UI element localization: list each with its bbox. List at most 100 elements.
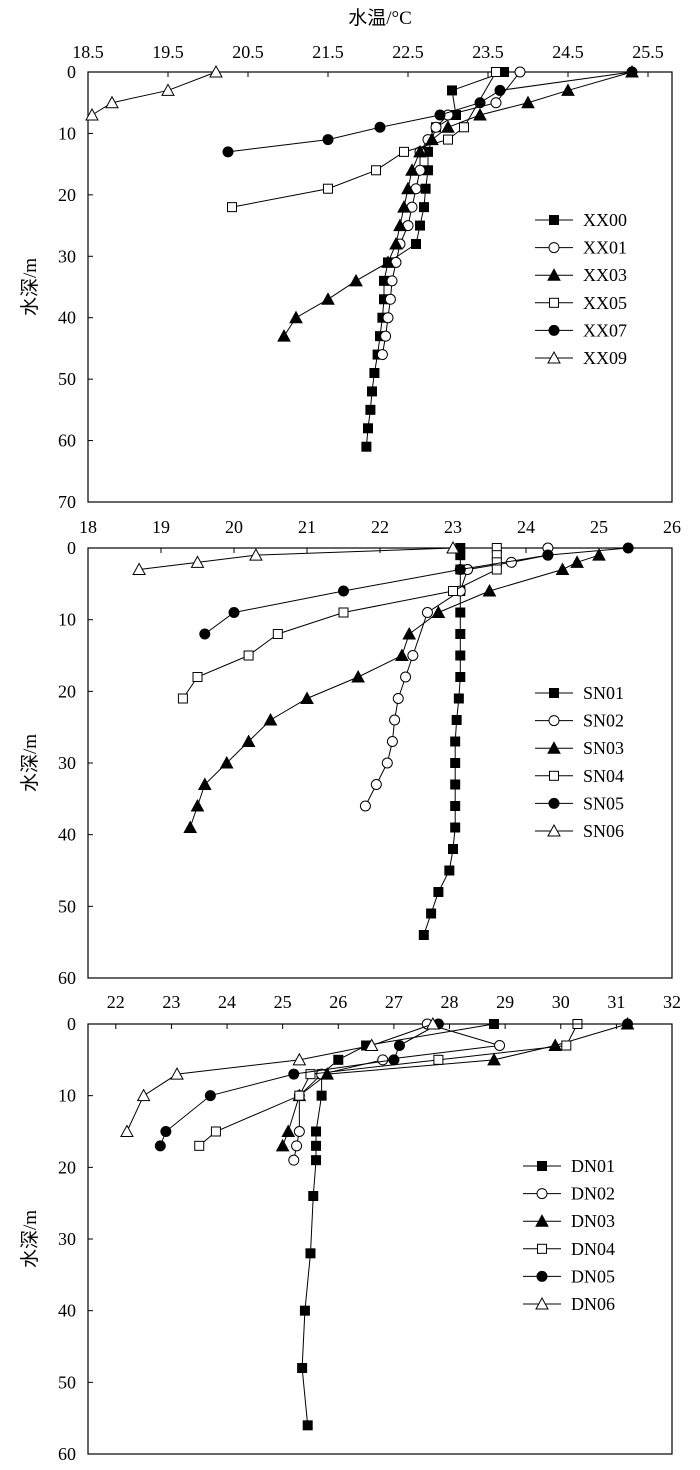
x-tick-label: 24 bbox=[517, 517, 535, 537]
series-line bbox=[139, 547, 454, 570]
series-SN05 bbox=[199, 542, 634, 640]
legend-marker bbox=[549, 215, 559, 225]
data-point bbox=[482, 583, 497, 597]
data-point bbox=[431, 605, 446, 618]
x-tick-label: 23 bbox=[162, 992, 180, 1012]
data-point bbox=[320, 1067, 335, 1080]
legend-marker bbox=[548, 797, 560, 809]
y-tick-label: 40 bbox=[58, 1301, 76, 1321]
data-point bbox=[136, 1088, 151, 1102]
data-point bbox=[388, 1054, 400, 1066]
series-line bbox=[159, 1023, 628, 1147]
legend-marker bbox=[547, 350, 561, 364]
series-line bbox=[282, 1023, 628, 1147]
data-point bbox=[494, 1040, 506, 1051]
data-point bbox=[311, 1155, 322, 1166]
data-point bbox=[420, 183, 431, 194]
legend-marker bbox=[549, 688, 559, 698]
data-point bbox=[161, 83, 175, 96]
x-tick-label: 29 bbox=[496, 992, 514, 1012]
data-point bbox=[386, 736, 398, 747]
legend-label: DN03 bbox=[571, 1211, 615, 1231]
data-point bbox=[374, 121, 386, 133]
data-point bbox=[376, 349, 388, 361]
x-tick-label: 23 bbox=[444, 517, 462, 537]
legend-label: SN01 bbox=[583, 683, 624, 703]
data-point bbox=[405, 163, 419, 176]
data-point bbox=[294, 1090, 305, 1101]
data-point bbox=[459, 122, 469, 133]
legend-marker bbox=[535, 1214, 549, 1227]
legend-label: SN02 bbox=[583, 711, 624, 731]
y-tick-label: 70 bbox=[58, 492, 76, 512]
x-tick-label: 23.5 bbox=[472, 42, 504, 62]
x-tick-label: 30 bbox=[552, 992, 570, 1012]
data-point bbox=[393, 218, 407, 232]
data-point bbox=[363, 423, 373, 434]
legend-marker bbox=[548, 242, 560, 254]
data-point bbox=[397, 200, 411, 213]
data-point bbox=[199, 628, 211, 640]
y-tick-label: 10 bbox=[58, 610, 76, 630]
data-point bbox=[228, 607, 240, 618]
legend-item-SN02: SN02 bbox=[535, 711, 624, 731]
data-point bbox=[183, 820, 198, 833]
x-tick-label: 18 bbox=[79, 517, 97, 537]
legend-marker bbox=[547, 823, 561, 837]
data-point bbox=[487, 1052, 501, 1066]
data-point bbox=[249, 548, 263, 561]
data-point bbox=[393, 1040, 405, 1051]
data-point bbox=[197, 777, 212, 790]
y-tick-label: 60 bbox=[58, 1444, 76, 1464]
legend-marker bbox=[535, 1296, 549, 1310]
data-point bbox=[204, 1090, 216, 1102]
series-XX09 bbox=[85, 64, 223, 121]
data-point bbox=[380, 330, 392, 342]
data-point bbox=[542, 549, 554, 561]
series-line bbox=[126, 1023, 434, 1132]
legend-label: SN04 bbox=[583, 766, 624, 786]
data-point bbox=[415, 220, 425, 231]
data-point bbox=[292, 1052, 307, 1066]
legend-label: SN06 bbox=[583, 821, 624, 841]
data-point bbox=[227, 202, 237, 213]
data-point bbox=[338, 607, 349, 618]
chart-panel-1: 18.5 19.5 20.5 21.5 22.5 23.5 24.5 25.5 0 10 20 30 4… bbox=[19, 7, 673, 512]
y-tick-label: 50 bbox=[58, 369, 76, 389]
legend-item-DN05: DN05 bbox=[523, 1266, 615, 1286]
legend-label: XX00 bbox=[583, 210, 627, 230]
data-point bbox=[371, 165, 381, 176]
legend-label: XX03 bbox=[583, 265, 627, 285]
data-point bbox=[425, 132, 439, 146]
legend-label: XX05 bbox=[583, 293, 627, 313]
data-point bbox=[426, 908, 437, 919]
data-point bbox=[548, 1038, 563, 1051]
data-point bbox=[455, 672, 466, 682]
data-point bbox=[450, 822, 461, 833]
data-point bbox=[291, 1140, 303, 1152]
y-tick-label: 0 bbox=[67, 62, 76, 82]
series-line bbox=[91, 71, 217, 116]
data-point bbox=[369, 368, 380, 378]
x-tick-label: 25.5 bbox=[632, 42, 664, 62]
data-point bbox=[305, 1248, 316, 1259]
data-point bbox=[473, 107, 487, 121]
legend-item-SN01: SN01 bbox=[535, 683, 624, 703]
data-point bbox=[222, 146, 234, 158]
data-point bbox=[392, 693, 404, 704]
data-point bbox=[359, 800, 371, 812]
data-point bbox=[367, 386, 377, 397]
data-point bbox=[450, 758, 461, 768]
data-point bbox=[297, 1363, 308, 1373]
data-point bbox=[190, 555, 205, 568]
data-point bbox=[521, 95, 535, 109]
series-SN06 bbox=[132, 540, 460, 575]
legend-item-XX01: XX01 bbox=[535, 238, 627, 258]
data-point bbox=[361, 441, 372, 452]
legend-item-DN06: DN06 bbox=[523, 1294, 615, 1314]
y-axis-title: 水深/m bbox=[19, 734, 41, 792]
x-tick-label: 26 bbox=[663, 517, 681, 537]
legend-item-DN04: DN04 bbox=[523, 1239, 615, 1259]
data-point bbox=[450, 779, 461, 790]
data-point bbox=[85, 107, 99, 121]
